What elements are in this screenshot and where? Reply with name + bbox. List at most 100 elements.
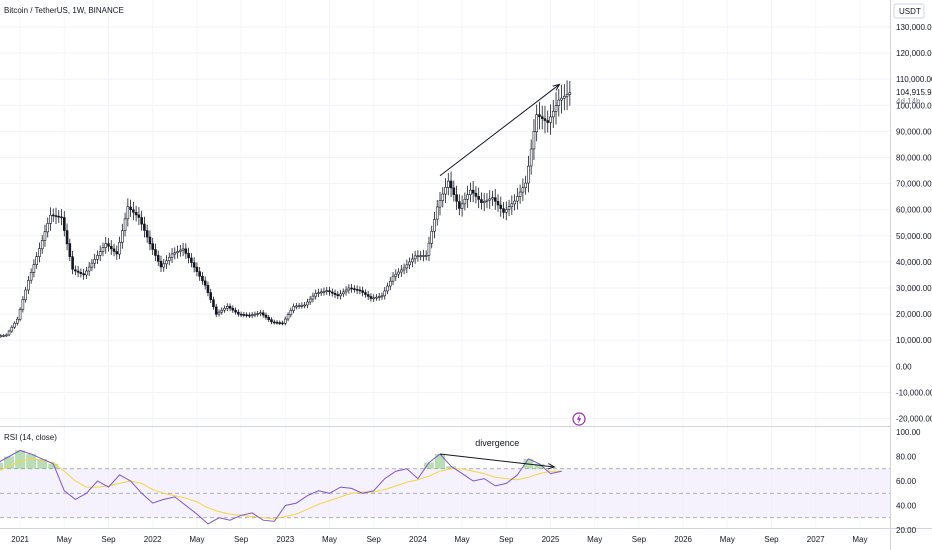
candle-body[interactable]: [319, 291, 323, 294]
candle-body[interactable]: [237, 311, 240, 315]
candle-body[interactable]: [303, 304, 306, 307]
candle-body[interactable]: [203, 280, 207, 286]
candle-body[interactable]: [546, 120, 550, 123]
candle-body[interactable]: [322, 290, 326, 293]
candle-body[interactable]: [170, 253, 174, 258]
candle-body[interactable]: [560, 97, 563, 101]
candle-body[interactable]: [306, 301, 309, 306]
candle-body[interactable]: [234, 309, 237, 313]
candle-body[interactable]: [435, 206, 439, 220]
candle-body[interactable]: [308, 298, 312, 303]
candle-body[interactable]: [0, 335, 3, 338]
candle-body[interactable]: [261, 312, 265, 316]
candle-body[interactable]: [165, 260, 168, 265]
candle-body[interactable]: [504, 209, 508, 213]
candle-body[interactable]: [524, 182, 527, 188]
candle-body[interactable]: [377, 296, 381, 298]
candle-body[interactable]: [361, 290, 364, 293]
candle-body[interactable]: [24, 289, 27, 301]
candle-body[interactable]: [383, 290, 387, 297]
candle-body[interactable]: [270, 319, 273, 323]
candle-body[interactable]: [154, 249, 157, 256]
candle-body[interactable]: [355, 289, 359, 291]
candle-body[interactable]: [151, 243, 154, 250]
candle-body[interactable]: [7, 330, 11, 336]
candle-body[interactable]: [342, 291, 345, 295]
candle-body[interactable]: [85, 270, 88, 276]
candle-body[interactable]: [198, 271, 201, 277]
candle-body[interactable]: [62, 217, 66, 231]
candle-body[interactable]: [518, 191, 522, 197]
candle-body[interactable]: [68, 243, 72, 257]
candle-body[interactable]: [405, 264, 409, 269]
candle-body[interactable]: [480, 199, 483, 203]
candle-body[interactable]: [344, 289, 348, 293]
candle-body[interactable]: [557, 99, 561, 106]
candle-body[interactable]: [449, 180, 453, 189]
candle-body[interactable]: [297, 305, 301, 307]
candle-body[interactable]: [4, 334, 8, 337]
candle-body[interactable]: [134, 212, 138, 216]
candle-body[interactable]: [245, 314, 248, 317]
rsi-divergence-arrow[interactable]: [439, 453, 556, 470]
candle-body[interactable]: [281, 322, 284, 325]
candle-body[interactable]: [532, 131, 536, 150]
candle-body[interactable]: [195, 266, 199, 272]
candle-body[interactable]: [109, 245, 113, 250]
candle-body[interactable]: [217, 311, 221, 315]
candle-body[interactable]: [38, 248, 41, 257]
candle-body[interactable]: [87, 266, 91, 272]
candle-body[interactable]: [140, 217, 143, 225]
candle-body[interactable]: [46, 223, 50, 233]
candle-body[interactable]: [132, 209, 135, 213]
candle-body[interactable]: [496, 201, 500, 206]
candle-body[interactable]: [96, 255, 99, 260]
candle-body[interactable]: [422, 255, 425, 257]
candle-body[interactable]: [93, 259, 96, 264]
candle-body[interactable]: [82, 273, 85, 276]
candle-body[interactable]: [394, 273, 398, 277]
candle-body[interactable]: [159, 260, 163, 268]
candle-body[interactable]: [488, 198, 492, 201]
candle-body[interactable]: [317, 292, 320, 294]
candle-body[interactable]: [411, 258, 414, 263]
candle-body[interactable]: [549, 116, 552, 123]
candle-body[interactable]: [101, 247, 105, 252]
candle-body[interactable]: [278, 322, 282, 324]
candle-body[interactable]: [253, 313, 257, 316]
candle-body[interactable]: [173, 252, 177, 255]
candle-body[interactable]: [2, 335, 5, 337]
candle-body[interactable]: [499, 204, 503, 209]
candle-body[interactable]: [118, 241, 121, 255]
candle-body[interactable]: [372, 297, 376, 300]
candle-body[interactable]: [565, 94, 569, 97]
candle-body[interactable]: [76, 270, 80, 273]
candle-body[interactable]: [167, 257, 171, 261]
candle-body[interactable]: [336, 294, 340, 297]
candle-body[interactable]: [71, 256, 74, 270]
candle-body[interactable]: [466, 194, 469, 200]
candle-body[interactable]: [427, 242, 431, 256]
candle-body[interactable]: [314, 292, 317, 297]
candle-body[interactable]: [54, 215, 58, 217]
candle-body[interactable]: [521, 187, 525, 193]
candle-body[interactable]: [201, 275, 204, 282]
candle-body[interactable]: [413, 255, 417, 260]
candle-body[interactable]: [292, 306, 295, 311]
candle-body[interactable]: [13, 322, 16, 328]
candle-body[interactable]: [474, 192, 478, 197]
candle-body[interactable]: [455, 194, 458, 202]
candle-body[interactable]: [275, 321, 279, 324]
candle-body[interactable]: [419, 255, 422, 257]
candle-body[interactable]: [460, 203, 464, 209]
candle-body[interactable]: [491, 197, 494, 200]
candle-body[interactable]: [112, 248, 116, 252]
candle-body[interactable]: [430, 230, 434, 244]
candle-body[interactable]: [416, 255, 420, 258]
candle-body[interactable]: [123, 218, 127, 231]
candle-body[interactable]: [563, 95, 566, 99]
candle-body[interactable]: [433, 219, 436, 232]
symbol-title[interactable]: Bitcoin / TetherUS, 1W, BINANCE: [4, 6, 124, 15]
candle-body[interactable]: [248, 314, 251, 317]
candle-body[interactable]: [115, 251, 119, 255]
